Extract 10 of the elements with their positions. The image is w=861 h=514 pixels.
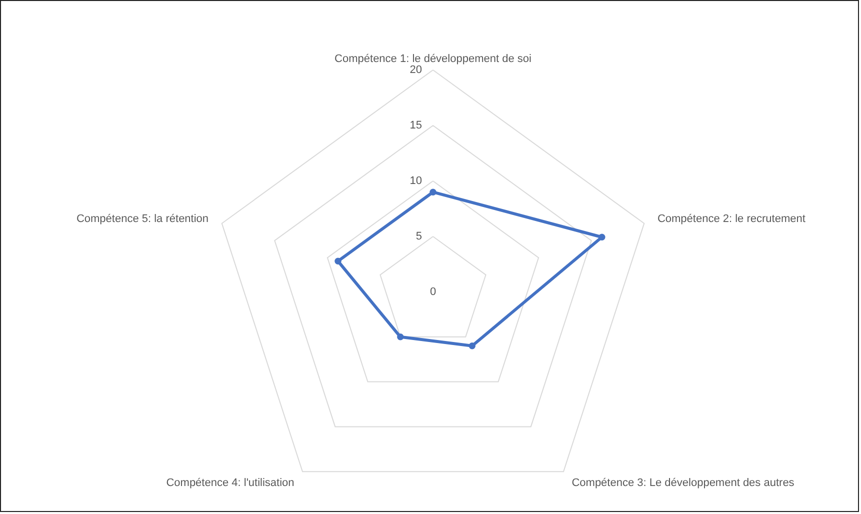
y-tick-label: 15 xyxy=(410,120,422,132)
y-tick-label: 10 xyxy=(410,175,422,187)
y-tick-label: 20 xyxy=(410,64,422,76)
spoke-label: Compétence 4: l'utilisation xyxy=(166,476,294,489)
spoke-label: Compétence 3: Le développement des autres xyxy=(572,476,795,489)
spoke-label: Compétence 1: le développement de soi xyxy=(334,53,532,65)
spoke-label: Compétence 2: le recrutement xyxy=(657,213,806,226)
y-tick-label: 5 xyxy=(416,230,422,242)
spoke-label: Compétence 5: la rétention xyxy=(76,213,209,226)
y-tick-label: 0 xyxy=(430,286,436,298)
